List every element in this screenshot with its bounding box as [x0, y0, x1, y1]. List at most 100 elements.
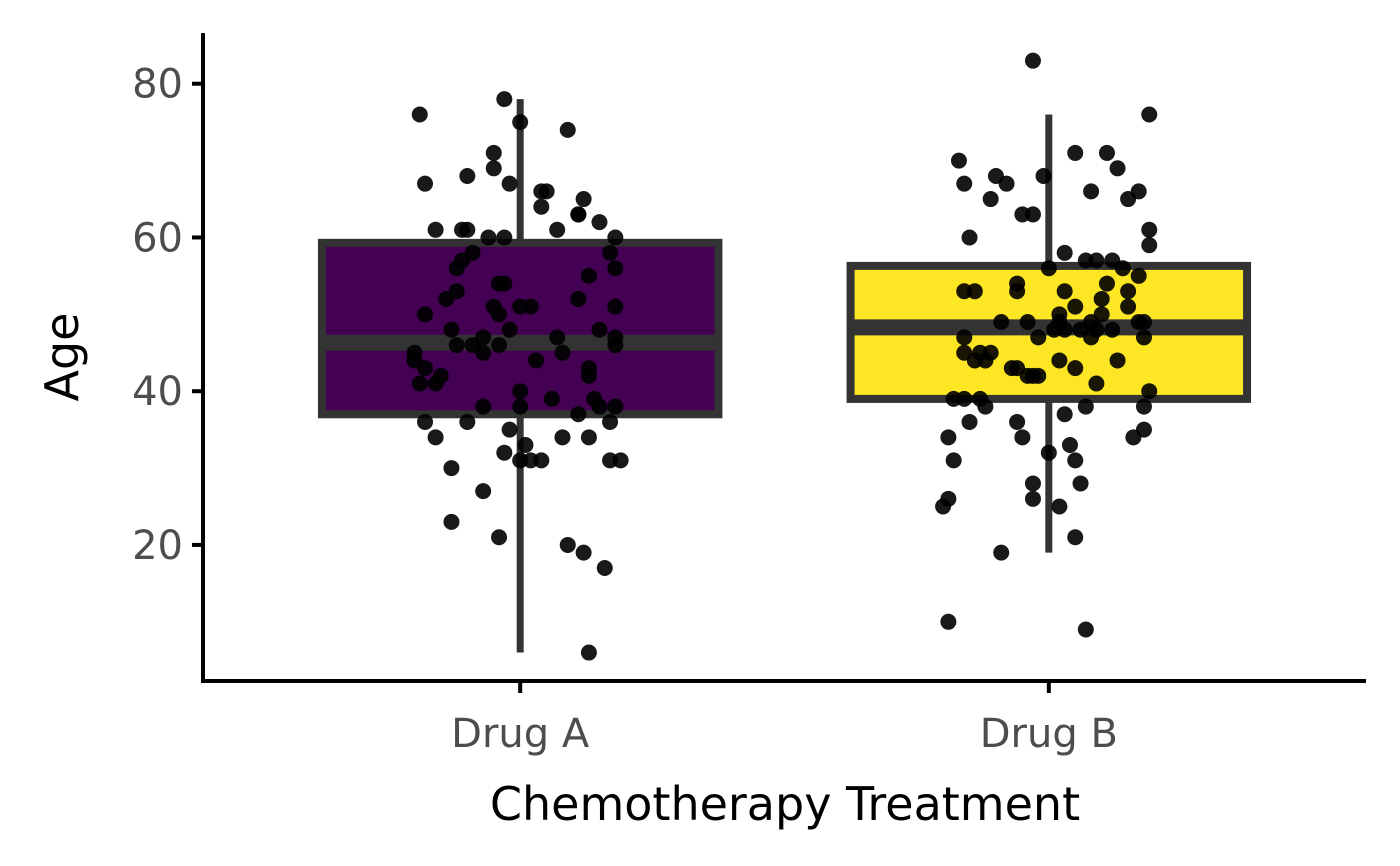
data-point — [427, 375, 444, 392]
data-point — [517, 437, 534, 454]
data-point — [501, 421, 518, 438]
data-point — [522, 298, 539, 315]
data-point — [559, 121, 576, 138]
data-point — [1120, 298, 1137, 315]
data-point — [464, 244, 481, 261]
data-point — [411, 375, 428, 392]
data-point — [1056, 244, 1073, 261]
y-tick-label: 40 — [132, 369, 183, 415]
data-point — [575, 191, 592, 208]
data-point — [961, 229, 978, 246]
data-point — [591, 398, 608, 415]
data-point — [475, 398, 492, 415]
data-point — [1083, 329, 1100, 346]
data-point — [570, 406, 587, 423]
boxes-layer — [317, 99, 1252, 653]
data-point — [607, 229, 624, 246]
data-point — [485, 160, 502, 177]
data-point — [591, 321, 608, 338]
data-point — [1040, 444, 1057, 461]
data-point — [1135, 398, 1152, 415]
data-point — [1077, 398, 1094, 415]
x-tick-label: Drug B — [980, 711, 1118, 757]
data-point — [1083, 183, 1100, 200]
data-point — [1104, 321, 1121, 338]
data-point — [607, 298, 624, 315]
data-point — [480, 229, 497, 246]
data-point — [443, 321, 460, 338]
data-point — [1009, 413, 1026, 430]
data-point — [543, 390, 560, 407]
data-point — [1130, 267, 1147, 284]
data-point — [1125, 429, 1142, 446]
data-point — [1014, 429, 1031, 446]
data-point — [496, 444, 513, 461]
y-tick-label: 60 — [132, 215, 183, 261]
data-point — [448, 283, 465, 300]
data-point — [580, 367, 597, 384]
data-point — [956, 390, 973, 407]
data-point — [580, 644, 597, 661]
data-point — [945, 452, 962, 469]
data-point — [1030, 329, 1047, 346]
data-point — [549, 329, 566, 346]
data-point — [1114, 260, 1131, 277]
data-point — [475, 344, 492, 361]
data-point — [501, 321, 518, 338]
data-point — [580, 429, 597, 446]
data-point — [1098, 144, 1115, 161]
data-point — [459, 221, 476, 238]
data-point — [496, 91, 513, 108]
data-point — [998, 175, 1015, 192]
data-point — [591, 214, 608, 231]
data-point — [1141, 221, 1158, 238]
data-point — [596, 560, 613, 577]
data-point — [554, 344, 571, 361]
data-point — [411, 106, 428, 123]
data-point — [417, 413, 434, 430]
data-point — [1088, 252, 1105, 269]
data-point — [496, 275, 513, 292]
data-point — [533, 452, 550, 469]
data-point — [607, 260, 624, 277]
data-point — [1040, 260, 1057, 277]
data-point — [491, 529, 508, 546]
data-point — [549, 221, 566, 238]
data-point — [1067, 452, 1084, 469]
data-point — [956, 175, 973, 192]
data-point — [602, 244, 619, 261]
data-point — [459, 413, 476, 430]
data-point — [512, 398, 529, 415]
data-point — [496, 229, 513, 246]
data-point — [1109, 352, 1126, 369]
data-point — [459, 167, 476, 184]
data-point — [1061, 437, 1078, 454]
data-point — [950, 152, 967, 169]
y-axis-title: Age — [35, 313, 89, 402]
data-point — [501, 175, 518, 192]
data-point — [1141, 106, 1158, 123]
data-point — [417, 306, 434, 323]
y-tick-label: 80 — [132, 62, 183, 108]
data-point — [602, 413, 619, 430]
data-point — [533, 198, 550, 215]
x-axis-title: Chemotherapy Treatment — [490, 777, 1080, 831]
data-point — [1056, 283, 1073, 300]
data-point — [1067, 529, 1084, 546]
data-point — [448, 260, 465, 277]
data-point — [1024, 52, 1041, 69]
data-point — [977, 352, 994, 369]
data-point — [940, 429, 957, 446]
data-point — [607, 398, 624, 415]
data-point — [512, 383, 529, 400]
data-point — [1024, 206, 1041, 223]
points-layer — [406, 52, 1158, 661]
data-point — [1120, 283, 1137, 300]
data-point — [1120, 191, 1137, 208]
data-point — [1109, 160, 1126, 177]
data-point — [1098, 275, 1115, 292]
data-point — [982, 191, 999, 208]
data-point — [485, 144, 502, 161]
data-point — [491, 306, 508, 323]
data-point — [559, 536, 576, 553]
